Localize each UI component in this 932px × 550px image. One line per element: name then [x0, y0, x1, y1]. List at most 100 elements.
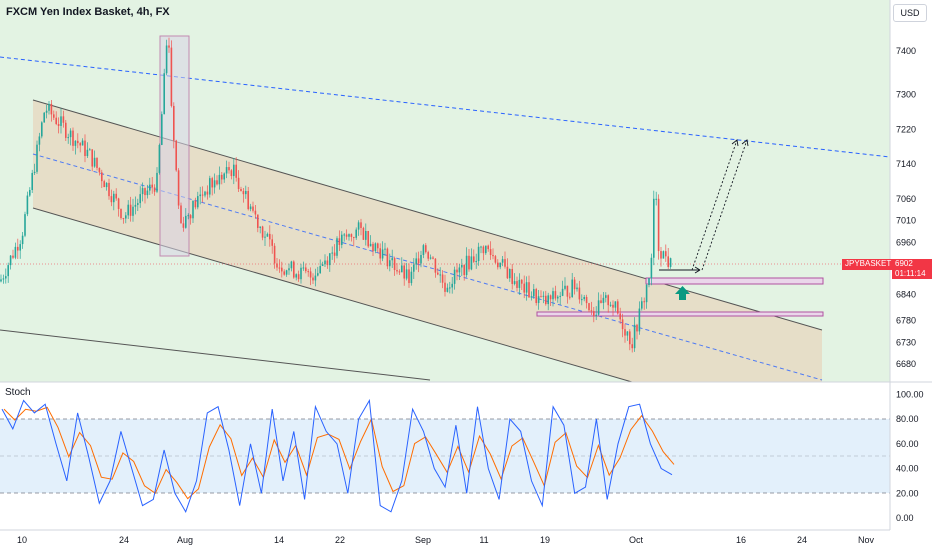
candle-body — [293, 261, 295, 278]
candle-body — [98, 167, 101, 173]
candle-body — [636, 324, 638, 332]
candle-body — [132, 206, 134, 216]
currency-badge[interactable]: USD — [893, 4, 927, 22]
candle-body — [247, 190, 249, 210]
candle-body — [264, 236, 266, 238]
candle-body — [74, 140, 77, 146]
bar-countdown-label: 01:11:14 — [892, 269, 932, 279]
price-tick-label: 7060 — [896, 194, 916, 204]
candle-body — [60, 116, 62, 126]
candle-body — [33, 171, 36, 173]
candle-body — [173, 105, 175, 141]
candle-body — [163, 73, 165, 115]
candle-body — [341, 234, 343, 245]
candle-body — [595, 314, 597, 316]
candle-body — [489, 249, 492, 256]
candle-body — [533, 289, 535, 297]
candle-body — [101, 172, 103, 182]
candle-body — [91, 149, 93, 167]
candle-body — [463, 264, 465, 276]
candle-body — [329, 253, 331, 266]
stoch-tick-label: 0.00 — [896, 513, 914, 523]
stoch-k-line — [1, 398, 673, 513]
candle-body — [643, 301, 645, 303]
candle-body — [266, 233, 269, 237]
candle-body — [12, 255, 14, 258]
candle-body — [518, 279, 521, 288]
candle-body — [252, 206, 254, 211]
time-tick-label: Aug — [177, 535, 193, 545]
candle-body — [21, 235, 24, 245]
candle-body — [273, 245, 276, 264]
candle-body — [343, 234, 345, 236]
candle-body — [629, 331, 631, 345]
candle-body — [355, 229, 357, 238]
candle-body — [211, 178, 213, 188]
stoch-axis[interactable]: 100.00 80.00 60.00 40.00 20.00 0.00 — [896, 389, 924, 523]
candle-body — [213, 180, 216, 188]
time-tick-label: 10 — [17, 535, 27, 545]
time-axis[interactable]: 10 24 Aug 14 22 Sep 11 19 Oct 16 24 Nov — [17, 535, 875, 545]
candle-body — [509, 268, 511, 279]
candle-body — [451, 283, 453, 288]
candle-body — [93, 157, 96, 167]
candle-body — [26, 195, 29, 215]
candle-body — [129, 204, 132, 216]
candle-body — [408, 269, 410, 284]
candle-body — [161, 114, 163, 145]
candle-body — [9, 255, 12, 266]
candle-body — [309, 271, 312, 278]
candle-body — [105, 182, 108, 188]
candle-body — [600, 300, 602, 303]
candle-body — [84, 140, 86, 157]
candle-body — [228, 167, 230, 171]
candle-body — [470, 256, 473, 270]
candle-body — [403, 265, 405, 279]
candle-body — [612, 304, 614, 308]
buy-arrow-icon — [675, 286, 690, 300]
candle-body — [192, 200, 194, 219]
stoch-tick-label: 40.00 — [896, 464, 919, 474]
resistance-zone-box — [645, 277, 824, 285]
candle-body — [374, 243, 377, 252]
candle-body — [283, 271, 285, 275]
candle-body — [134, 204, 137, 207]
candle-body — [249, 206, 252, 210]
projection-dotted-right — [701, 139, 748, 271]
candle-body — [72, 130, 74, 146]
candle-body — [96, 157, 98, 168]
projection-arrowhead — [694, 266, 701, 274]
candle-body — [609, 304, 612, 306]
candle-body — [235, 164, 237, 178]
candle-body — [197, 196, 199, 208]
candle-body — [38, 136, 41, 145]
candle-body — [333, 252, 336, 256]
candle-body — [55, 117, 57, 124]
candle-body — [180, 205, 182, 224]
price-axis[interactable]: 7400 7300 7220 7140 7060 7010 6960 6840 6780 6730… — [896, 46, 916, 369]
candle-body — [662, 251, 665, 259]
candle-body — [410, 271, 413, 284]
candle-body — [461, 264, 463, 268]
projection-dotted-left — [691, 139, 738, 271]
candle-body — [667, 256, 669, 267]
candle-body — [535, 289, 537, 303]
candle-body — [206, 191, 209, 195]
candle-body — [19, 244, 21, 251]
candle-body — [487, 245, 489, 250]
candle-body — [271, 239, 273, 246]
time-tick-label: 11 — [479, 535, 488, 545]
stoch-tick-label: 60.00 — [896, 439, 919, 449]
support-zone-box — [536, 311, 824, 317]
price-tick-label: 7010 — [896, 216, 916, 226]
candle-body — [314, 275, 317, 281]
candle-body — [312, 277, 314, 281]
candle-body — [384, 248, 386, 250]
time-tick-label: 24 — [797, 535, 807, 545]
candle-body — [422, 245, 425, 255]
candle-body — [566, 285, 569, 297]
candle-body — [381, 249, 384, 259]
candle-body — [348, 234, 350, 237]
candle-body — [549, 295, 552, 300]
